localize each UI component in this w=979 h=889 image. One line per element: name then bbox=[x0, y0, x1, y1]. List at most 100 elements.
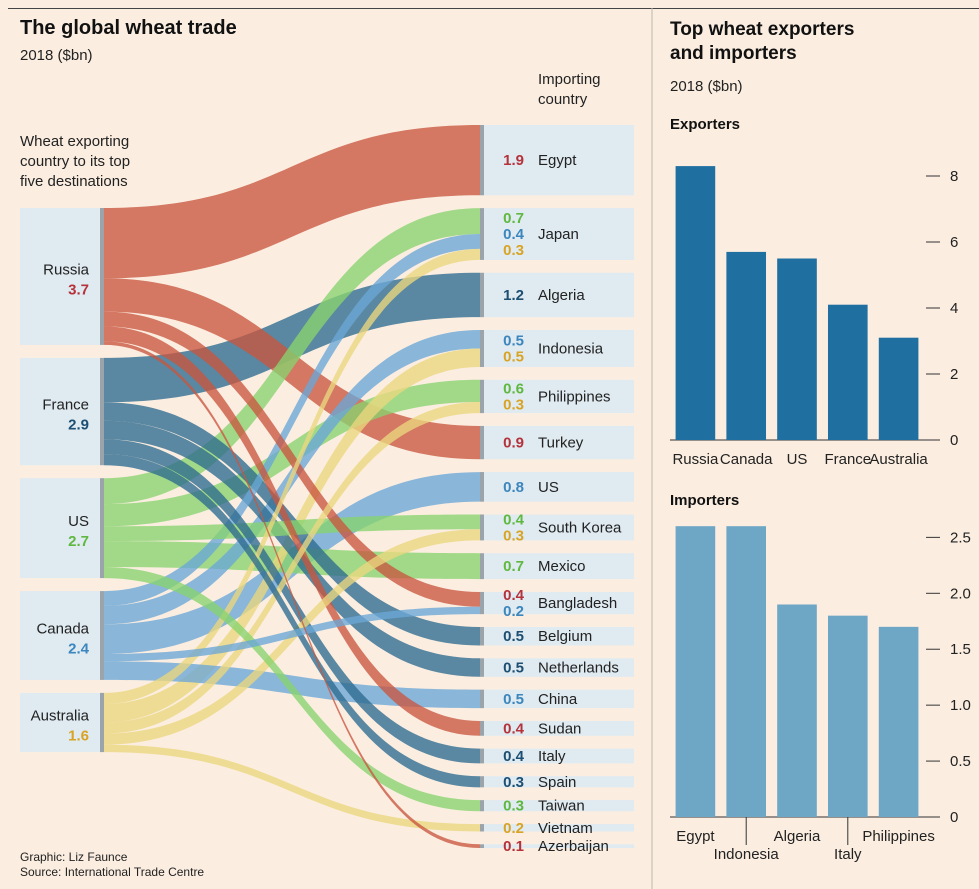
sankey-title: The global wheat trade bbox=[20, 17, 237, 39]
importer-box bbox=[484, 720, 634, 736]
exporter-value: 2.4 bbox=[68, 641, 90, 658]
y-tick-label: 2.0 bbox=[950, 585, 971, 602]
importer-edge bbox=[480, 272, 484, 318]
importer-flow-value: 1.9 bbox=[503, 152, 524, 169]
bars-title-line2: and importers bbox=[670, 43, 797, 64]
flow-ribbon bbox=[104, 454, 480, 788]
importer-edge bbox=[480, 514, 484, 541]
importer-name: China bbox=[538, 691, 578, 708]
importer-flow-value: 0.4 bbox=[503, 587, 525, 604]
exporter-box bbox=[20, 478, 100, 579]
importer-box bbox=[484, 272, 634, 318]
bar bbox=[726, 251, 767, 440]
flow-ribbon bbox=[104, 248, 480, 705]
importer-edge bbox=[480, 472, 484, 502]
importer-edge bbox=[480, 824, 484, 832]
importer-name: Bangladesh bbox=[538, 595, 617, 612]
importer-edge bbox=[480, 844, 484, 848]
exporter-node: US 2.7 bbox=[20, 478, 104, 579]
importer-box bbox=[484, 824, 634, 832]
importer-edge bbox=[480, 626, 484, 646]
importer-edge bbox=[480, 658, 484, 677]
y-tick-label: 2.5 bbox=[950, 529, 971, 546]
importer-flow-value: 0.7 bbox=[503, 558, 524, 575]
bar bbox=[675, 526, 716, 817]
exporter-edge bbox=[100, 692, 104, 753]
importer-name: Sudan bbox=[538, 720, 581, 737]
exporter-box bbox=[20, 692, 100, 753]
category-label: France bbox=[824, 451, 871, 468]
bar bbox=[878, 337, 919, 440]
exporter-value: 2.9 bbox=[68, 417, 89, 434]
exporter-note-line: country to its top bbox=[20, 153, 130, 170]
category-label: US bbox=[787, 451, 808, 468]
flow-ribbon bbox=[104, 326, 480, 736]
importer-node: Mexico 0.7 bbox=[480, 553, 634, 580]
importer-node: Indonesia 0.50.5 bbox=[480, 329, 634, 367]
category-label: Indonesia bbox=[714, 846, 780, 863]
exporter-node: Canada 2.4 bbox=[20, 591, 104, 680]
importer-box bbox=[484, 658, 634, 677]
importer-edge bbox=[480, 776, 484, 788]
importer-box bbox=[484, 591, 634, 615]
importer-flow-value: 0.1 bbox=[503, 838, 524, 855]
importer-edge bbox=[480, 748, 484, 764]
bar bbox=[878, 626, 919, 817]
exporters-heading: Exporters bbox=[670, 116, 740, 133]
y-tick-label: 0 bbox=[950, 809, 958, 826]
flow-ribbon bbox=[104, 402, 480, 734]
importer-node: Spain 0.3 bbox=[480, 774, 634, 791]
importer-flow-value: 0.5 bbox=[503, 660, 524, 677]
exporter-name: Canada bbox=[36, 621, 89, 638]
importer-node: Egypt 1.9 bbox=[480, 125, 634, 196]
bars-subtitle: 2018 ($bn) bbox=[670, 78, 743, 95]
y-tick-label: 2 bbox=[950, 366, 958, 383]
importer-box bbox=[484, 125, 634, 196]
exporter-name: Australia bbox=[31, 708, 90, 725]
flow-ribbon bbox=[104, 420, 480, 677]
top-rule bbox=[8, 8, 979, 9]
importer-flow-value: 0.9 bbox=[503, 435, 524, 452]
importer-edge bbox=[480, 800, 484, 812]
importer-box bbox=[484, 626, 634, 646]
credit-graphic: Graphic: Liz Faunce bbox=[20, 850, 128, 864]
importer-flow-value: 0.3 bbox=[503, 527, 524, 544]
importer-name: Philippines bbox=[538, 388, 611, 405]
y-tick-label: 0.5 bbox=[950, 753, 971, 770]
importer-name: Netherlands bbox=[538, 660, 619, 677]
category-label: Egypt bbox=[676, 828, 715, 845]
exporter-name: US bbox=[68, 513, 89, 530]
y-tick-label: 6 bbox=[950, 234, 958, 251]
exporter-edge bbox=[100, 478, 104, 579]
importer-box bbox=[484, 514, 634, 541]
importer-edge bbox=[480, 720, 484, 736]
importer-name: Mexico bbox=[538, 558, 586, 575]
importer-name: Japan bbox=[538, 226, 579, 243]
exporter-edge bbox=[100, 591, 104, 680]
exporter-value: 1.6 bbox=[68, 728, 89, 745]
y-tick-label: 1.5 bbox=[950, 641, 971, 658]
flow-ribbon bbox=[104, 744, 480, 832]
importer-flow-value: 0.5 bbox=[503, 332, 524, 349]
category-label: Canada bbox=[720, 451, 773, 468]
importer-name: Taiwan bbox=[538, 798, 585, 815]
exporter-box bbox=[20, 357, 100, 466]
importer-box bbox=[484, 472, 634, 502]
importer-node: China 0.5 bbox=[480, 689, 634, 709]
importer-node: Philippines 0.60.3 bbox=[480, 379, 634, 413]
importer-node: Algeria 1.2 bbox=[480, 272, 634, 318]
exporter-node: France 2.9 bbox=[20, 357, 104, 466]
exporter-edge bbox=[100, 208, 104, 345]
exporter-name: Russia bbox=[43, 261, 90, 278]
importer-box bbox=[484, 800, 634, 812]
importer-box bbox=[484, 329, 634, 367]
credits: Graphic: Liz Faunce Source: Internationa… bbox=[20, 850, 204, 879]
importer-node: US 0.8 bbox=[480, 472, 634, 502]
importer-flow-value: 0.5 bbox=[503, 691, 524, 708]
importer-flow-value: 0.2 bbox=[503, 603, 524, 620]
importer-box bbox=[484, 776, 634, 788]
bars-title-line1: Top wheat exporters bbox=[670, 19, 854, 40]
bar bbox=[827, 615, 868, 817]
exporter-note-line: Wheat exporting bbox=[20, 133, 129, 150]
importer-note: Importing country bbox=[538, 71, 601, 108]
